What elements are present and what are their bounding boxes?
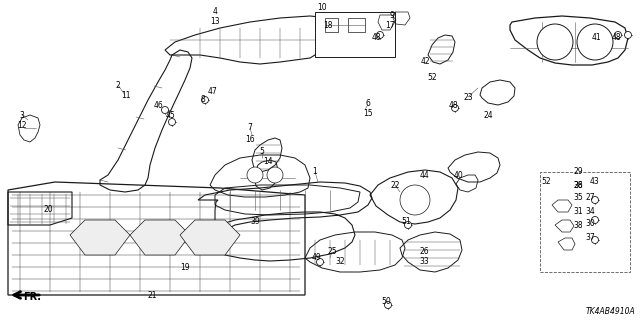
Text: 3: 3 [20,110,24,119]
Text: 7: 7 [248,124,252,132]
Text: FR.: FR. [23,292,41,302]
Bar [315,12,395,57]
Text: 40: 40 [453,171,463,180]
Polygon shape [180,220,240,255]
Text: 13: 13 [210,18,220,27]
Text: 36: 36 [573,180,583,189]
Text: 8: 8 [200,95,205,105]
Text: 20: 20 [43,205,53,214]
Circle shape [537,24,573,60]
Text: 17: 17 [385,20,395,29]
Text: 43: 43 [590,178,600,187]
Circle shape [376,31,383,38]
Text: 52: 52 [427,73,437,82]
Text: 39: 39 [250,218,260,227]
Text: 19: 19 [180,263,190,273]
Text: 41: 41 [591,34,601,43]
Text: 21: 21 [147,292,157,300]
Text: 38: 38 [573,220,583,229]
Text: 22: 22 [390,180,400,189]
Text: 31: 31 [573,207,583,217]
Text: 45: 45 [165,110,175,119]
Text: 23: 23 [463,92,473,101]
Text: 24: 24 [483,110,493,119]
Circle shape [591,217,598,223]
Text: 30: 30 [585,220,595,228]
Text: 48: 48 [448,100,458,109]
Text: 14: 14 [263,157,273,166]
Circle shape [400,185,430,215]
Text: 32: 32 [335,258,345,267]
Text: 35: 35 [573,194,583,203]
Text: 10: 10 [317,4,327,12]
Circle shape [317,259,323,266]
Text: 44: 44 [420,171,430,180]
Text: 9: 9 [390,11,394,20]
Circle shape [267,167,283,183]
Circle shape [614,31,621,38]
Text: 26: 26 [419,247,429,257]
Circle shape [577,24,613,60]
Text: 5: 5 [260,148,264,156]
Circle shape [385,301,392,308]
Text: 16: 16 [245,135,255,145]
Text: 49: 49 [311,253,321,262]
Text: 6: 6 [365,100,371,108]
Text: 42: 42 [420,58,430,67]
Text: 50: 50 [381,298,391,307]
Text: 29: 29 [573,167,583,177]
Text: 25: 25 [327,247,337,257]
Text: 1: 1 [312,167,317,177]
Text: 34: 34 [585,207,595,217]
Text: 52: 52 [541,178,551,187]
Text: 37: 37 [585,234,595,243]
Polygon shape [130,220,190,255]
Circle shape [591,236,598,244]
Text: 18: 18 [323,20,333,29]
Text: 48: 48 [611,33,621,42]
Text: 12: 12 [17,121,27,130]
Text: 33: 33 [419,258,429,267]
Text: 47: 47 [208,87,218,97]
Circle shape [625,31,632,38]
Circle shape [161,107,168,114]
Text: 4: 4 [212,7,218,17]
Text: 48: 48 [371,33,381,42]
Bar [540,172,630,272]
Circle shape [202,97,209,103]
Text: 28: 28 [573,180,583,189]
Circle shape [451,105,458,111]
Text: 27: 27 [585,194,595,203]
Polygon shape [70,220,130,255]
Circle shape [591,196,598,204]
Circle shape [168,118,175,125]
Text: 2: 2 [116,81,120,90]
Circle shape [247,167,263,183]
Text: 51: 51 [401,218,411,227]
Text: 15: 15 [363,109,373,118]
Text: 11: 11 [121,91,131,100]
Text: TK4AB4910A: TK4AB4910A [585,307,635,316]
Circle shape [404,221,412,228]
Text: 46: 46 [153,100,163,109]
